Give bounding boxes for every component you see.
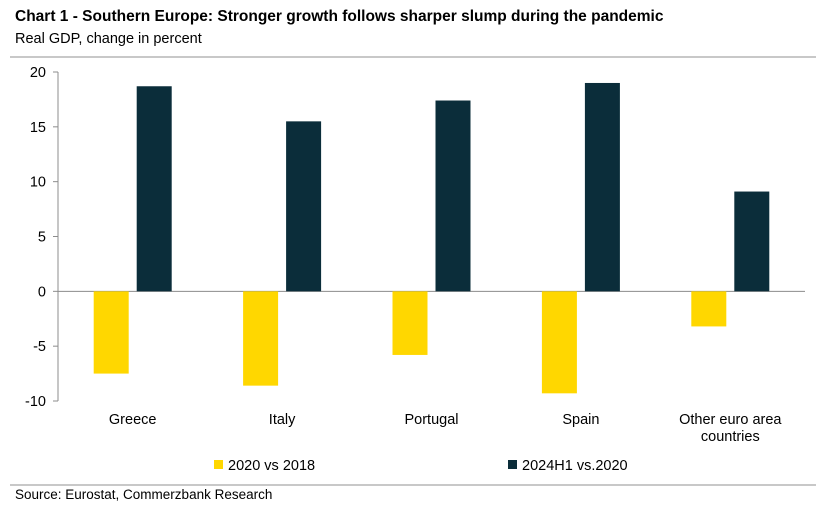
- y-tick-label: 20: [30, 65, 46, 81]
- top-divider: [10, 56, 816, 58]
- y-tick-label: 5: [38, 230, 46, 246]
- y-tick-label: -10: [25, 394, 46, 410]
- bar-series-2020-vs-2018: [541, 291, 577, 394]
- x-category-label: Spain: [562, 412, 599, 428]
- bar-series-2024h1-vs-2020: [435, 100, 471, 292]
- bar-series-2020-vs-2018: [93, 291, 129, 374]
- chart-title: Chart 1 - Southern Europe: Stronger grow…: [15, 8, 664, 25]
- y-tick-label: 10: [30, 175, 46, 191]
- legend-label: 2020 vs 2018: [228, 458, 315, 474]
- bar-series-2024h1-vs-2020: [286, 121, 322, 292]
- source-note: Source: Eurostat, Commerzbank Research: [15, 487, 273, 502]
- y-tick-label: 0: [38, 284, 46, 300]
- bar-series-2024h1-vs-2020: [734, 191, 770, 292]
- bar-series-2020-vs-2018: [243, 291, 279, 386]
- bar-series-2020-vs-2018: [691, 291, 727, 327]
- legend-swatch: [508, 460, 517, 469]
- x-category-label: Greece: [109, 412, 157, 428]
- legend-label: 2024H1 vs.2020: [522, 458, 628, 474]
- y-tick-label: 15: [30, 120, 46, 136]
- bar-series-2024h1-vs-2020: [584, 82, 620, 292]
- bar-chart: 20 15 10 5 0 -5 -10 Greece Italy Portugal Spain Oth…: [25, 65, 805, 474]
- legend-swatch: [214, 460, 223, 469]
- bottom-divider: [10, 484, 816, 486]
- chart-subtitle: Real GDP, change in percent: [15, 31, 202, 47]
- x-category-label: countries: [701, 429, 760, 445]
- x-category-label: Italy: [269, 412, 296, 428]
- bar-series-2020-vs-2018: [392, 291, 428, 355]
- y-tick-label: -5: [33, 339, 46, 355]
- x-category-label: Other euro area: [679, 412, 782, 428]
- x-category-label: Portugal: [404, 412, 458, 428]
- bar-series-2024h1-vs-2020: [136, 86, 172, 292]
